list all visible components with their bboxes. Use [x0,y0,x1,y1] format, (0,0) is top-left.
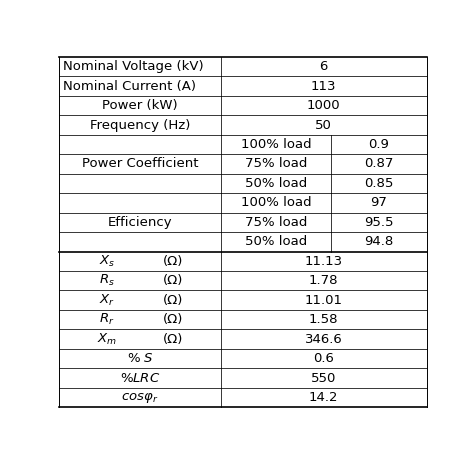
Text: Power (kW): Power (kW) [102,99,178,112]
Text: 0.6: 0.6 [313,352,334,365]
Text: $\%LRC$: $\%LRC$ [120,372,160,384]
Text: $X_r$: $X_r$ [99,292,115,308]
Text: 75% load: 75% load [245,216,307,229]
Text: Nominal Current (A): Nominal Current (A) [63,80,196,92]
Text: 1.78: 1.78 [309,274,338,287]
Text: 50% load: 50% load [245,235,307,248]
Text: 11.13: 11.13 [305,255,343,268]
Text: 0.9: 0.9 [368,138,389,151]
Text: 97: 97 [370,196,387,210]
Text: 11.01: 11.01 [305,294,343,307]
Text: $R_r$: $R_r$ [99,312,115,327]
Text: 100% load: 100% load [241,196,311,210]
Text: Efficiency: Efficiency [108,216,173,229]
Text: 6: 6 [319,60,328,73]
Text: $R_s$: $R_s$ [99,273,115,288]
Text: $cos\varphi_r$: $cos\varphi_r$ [121,391,159,404]
Text: 0.87: 0.87 [364,157,393,171]
Text: 100% load: 100% load [241,138,311,151]
Text: 95.5: 95.5 [364,216,393,229]
Text: 50% load: 50% load [245,177,307,190]
Text: 0.85: 0.85 [364,177,393,190]
Text: (Ω): (Ω) [163,313,183,326]
Text: (Ω): (Ω) [163,333,183,346]
Text: 113: 113 [311,80,337,92]
Text: 75% load: 75% load [245,157,307,171]
Text: 50: 50 [315,118,332,131]
Text: Nominal Voltage (kV): Nominal Voltage (kV) [63,60,203,73]
Text: Power Coefficient: Power Coefficient [82,157,198,171]
Text: 1000: 1000 [307,99,340,112]
Text: 14.2: 14.2 [309,391,338,404]
Text: (Ω): (Ω) [163,294,183,307]
Text: Frequency (Hz): Frequency (Hz) [90,118,190,131]
Text: 94.8: 94.8 [364,235,393,248]
Text: 1.58: 1.58 [309,313,338,326]
Text: $\%\ S$: $\%\ S$ [127,352,154,365]
Text: $X_s$: $X_s$ [99,254,115,269]
Text: 550: 550 [311,372,337,384]
Text: 346.6: 346.6 [305,333,343,346]
Text: (Ω): (Ω) [163,274,183,287]
Text: (Ω): (Ω) [163,255,183,268]
Text: $X_m$: $X_m$ [97,332,117,346]
